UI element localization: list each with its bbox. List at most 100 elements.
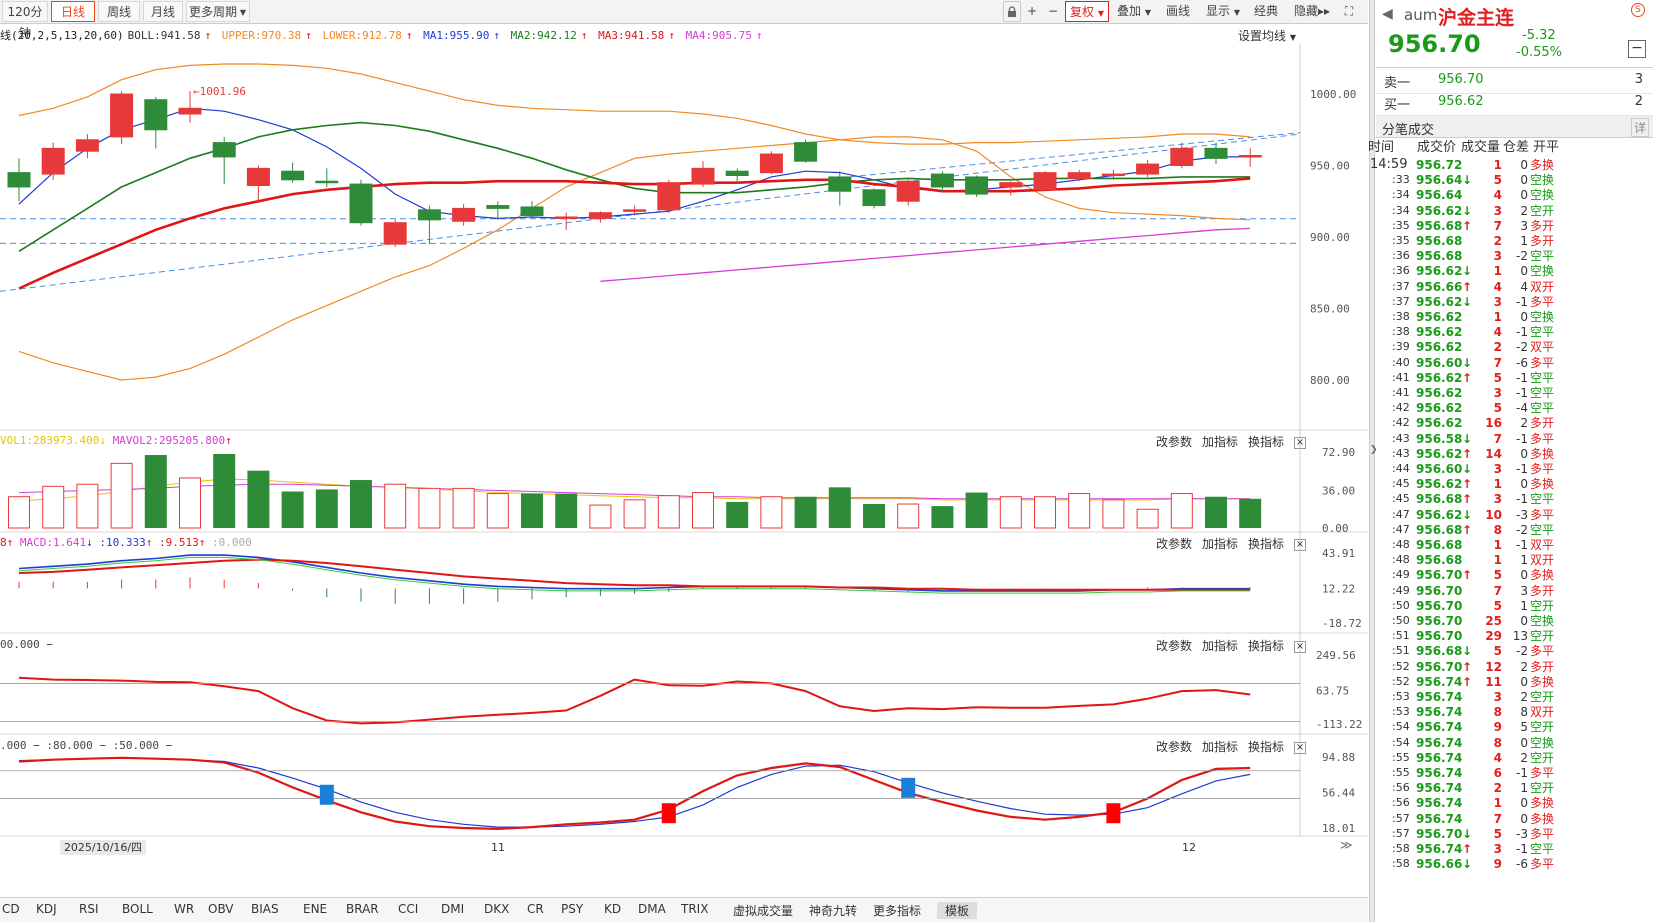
zoom-in-button[interactable]: + bbox=[1026, 4, 1038, 18]
tick-oi-change: 5 bbox=[1520, 720, 1528, 735]
tick-direction-icon: ↓ bbox=[1462, 355, 1473, 370]
period-daily-button[interactable]: 日线 bbox=[51, 1, 95, 22]
tick-oi-change: 0 bbox=[1520, 735, 1528, 750]
zoom-out-button[interactable]: − bbox=[1047, 4, 1059, 18]
indicator-tab-10[interactable]: DMI bbox=[441, 902, 465, 916]
draw-line-button[interactable]: 画线 bbox=[1165, 4, 1190, 18]
tick-volume: 1 bbox=[1493, 553, 1502, 568]
tick-price: 956.70 bbox=[1416, 598, 1463, 613]
legend-ma2: MA2:942.12 bbox=[510, 29, 577, 42]
quote-panel: ◀ aum 沪金主连 S 956.70 -5.32 -0.55% − 卖一 95… bbox=[1368, 0, 1653, 922]
tick-price: 956.66 bbox=[1416, 279, 1463, 294]
fullscreen-icon[interactable]: ⛶ bbox=[1344, 4, 1354, 18]
indicator-tab-1[interactable]: KDJ bbox=[36, 902, 57, 916]
period-120min-button[interactable]: 120分钟 bbox=[2, 1, 48, 40]
candle-down bbox=[965, 176, 989, 195]
tick-row: :54 956.74 9 5 空开 bbox=[1376, 719, 1653, 735]
price-chart[interactable]: ←1001.96 72.90 36.00 0.00 43.91 12.22 -18.72… bbox=[0, 44, 1368, 894]
tick-direction-icon: ↓ bbox=[1462, 826, 1473, 841]
tick-row: :49 956.70 7 3 多开 bbox=[1376, 583, 1653, 599]
set-ma-dropdown[interactable]: 设置均线 ▼ bbox=[1238, 27, 1296, 44]
tick-time: :42 bbox=[1392, 416, 1410, 430]
candle-up bbox=[383, 222, 407, 245]
tick-row: :51 956.70 29 13 空开 bbox=[1376, 628, 1653, 644]
indicator-tab-16[interactable]: TRIX bbox=[681, 902, 709, 916]
classic-button[interactable]: 经典 bbox=[1253, 4, 1278, 18]
indicator-tab-18[interactable]: 神奇九转 bbox=[809, 904, 858, 918]
tick-type: 多开 bbox=[1530, 234, 1555, 248]
macd-legend-prefix: 8 bbox=[0, 536, 7, 549]
collapse-arrow-icon[interactable]: ❯ bbox=[1370, 445, 1378, 455]
indicator-tab-7[interactable]: ENE bbox=[303, 902, 328, 916]
close-icon[interactable]: × bbox=[1294, 436, 1307, 449]
vol-axis-label: 0.00 bbox=[1322, 522, 1349, 535]
swap-indicator-button[interactable]: 换指标 bbox=[1248, 639, 1285, 653]
add-indicator-button[interactable]: 加指标 bbox=[1202, 435, 1239, 449]
indicator-tab-5[interactable]: OBV bbox=[208, 902, 234, 916]
tick-price: 956.60 bbox=[1416, 462, 1463, 476]
tick-volume: 16 bbox=[1485, 416, 1502, 431]
indicator-tab-8[interactable]: BRAR bbox=[346, 902, 379, 916]
tick-price: 956.62 bbox=[1416, 325, 1463, 340]
tick-price: 956.68 bbox=[1416, 218, 1463, 233]
scroll-right-icon[interactable]: ≫ bbox=[1340, 838, 1353, 852]
kd-legend-c: :50.000 bbox=[112, 739, 159, 752]
volume-bar-up bbox=[486, 493, 509, 529]
more-periods-dropdown[interactable]: 更多周期 ▼ bbox=[186, 1, 250, 22]
display-dropdown[interactable]: 显示 ▼ bbox=[1202, 1, 1244, 22]
col-volume: 成交量 bbox=[1461, 140, 1501, 155]
swap-indicator-button[interactable]: 换指标 bbox=[1248, 435, 1285, 449]
modify-params-button[interactable]: 改参数 bbox=[1156, 740, 1193, 754]
tick-time: :34 bbox=[1392, 203, 1410, 217]
indicator-tab-17[interactable]: 虚拟成交量 bbox=[733, 904, 794, 918]
volume-bar-down bbox=[828, 487, 851, 528]
indicator-tab-19[interactable]: 更多指标 bbox=[873, 904, 922, 918]
swap-indicator-button[interactable]: 换指标 bbox=[1248, 740, 1285, 754]
overlay-label: 叠加 bbox=[1117, 4, 1142, 18]
lock-icon[interactable] bbox=[1003, 1, 1021, 22]
candle-up bbox=[623, 209, 647, 212]
add-indicator-button[interactable]: 加指标 bbox=[1202, 740, 1239, 754]
indicator-tab-2[interactable]: RSI bbox=[79, 902, 99, 916]
tick-oi-change: 0 bbox=[1520, 158, 1528, 172]
modify-params-button[interactable]: 改参数 bbox=[1156, 639, 1193, 653]
indicator-tab-4[interactable]: WR bbox=[174, 902, 195, 916]
indicator-tab-11[interactable]: DKX bbox=[484, 902, 510, 916]
add-indicator-button[interactable]: 加指标 bbox=[1202, 639, 1239, 653]
adjust-rights-dropdown[interactable]: 复权 ▼ bbox=[1065, 1, 1109, 22]
indicator-tab-12[interactable]: CR bbox=[527, 902, 544, 916]
indicator-tab-0[interactable]: CD bbox=[2, 902, 20, 916]
indicator-tab-6[interactable]: BIAS bbox=[251, 902, 279, 916]
tick-price: 956.70 bbox=[1416, 614, 1463, 628]
macd-panel-buttons: 改参数 加指标 换指标 × bbox=[1146, 535, 1307, 552]
close-icon[interactable]: × bbox=[1294, 741, 1307, 754]
indicator-tab-15[interactable]: DMA bbox=[638, 902, 666, 916]
prev-arrow-icon[interactable]: ◀ bbox=[1382, 6, 1393, 22]
tick-type: 多换 bbox=[1530, 477, 1555, 492]
indicator-tab-14[interactable]: KD bbox=[604, 902, 622, 916]
period-monthly-button[interactable]: 月线 bbox=[143, 1, 183, 22]
volume-bar-down bbox=[315, 489, 338, 528]
hide-button[interactable]: 隐藏▸▸ bbox=[1290, 1, 1334, 22]
indicator-tab-9[interactable]: CCI bbox=[398, 902, 419, 916]
period-weekly-button[interactable]: 周线 bbox=[98, 1, 140, 22]
tick-oi-change: 2 bbox=[1520, 659, 1528, 674]
volume-bar-up bbox=[452, 487, 475, 529]
modify-params-button[interactable]: 改参数 bbox=[1156, 435, 1193, 449]
tick-oi-change: 2 bbox=[1520, 203, 1528, 218]
panel-splitter[interactable]: ❯ bbox=[1369, 0, 1378, 922]
minimize-icon[interactable]: − bbox=[1628, 40, 1646, 58]
tick-oi-change: -1 bbox=[1516, 325, 1528, 340]
add-indicator-button[interactable]: 加指标 bbox=[1202, 537, 1239, 551]
close-icon[interactable]: × bbox=[1294, 538, 1307, 551]
details-button[interactable]: 详 bbox=[1630, 118, 1649, 137]
close-icon[interactable]: × bbox=[1294, 640, 1307, 653]
indicator-tab-20[interactable]: 模板 bbox=[937, 902, 978, 919]
swap-indicator-button[interactable]: 换指标 bbox=[1248, 537, 1285, 551]
overlay-dropdown[interactable]: 叠加 ▼ bbox=[1112, 1, 1156, 22]
modify-params-button[interactable]: 改参数 bbox=[1156, 537, 1193, 551]
indicator-tab-3[interactable]: BOLL bbox=[122, 902, 153, 916]
candle-down bbox=[486, 205, 510, 209]
indicator-tab-13[interactable]: PSY bbox=[561, 902, 584, 916]
compare-icon[interactable]: S bbox=[1631, 3, 1645, 17]
